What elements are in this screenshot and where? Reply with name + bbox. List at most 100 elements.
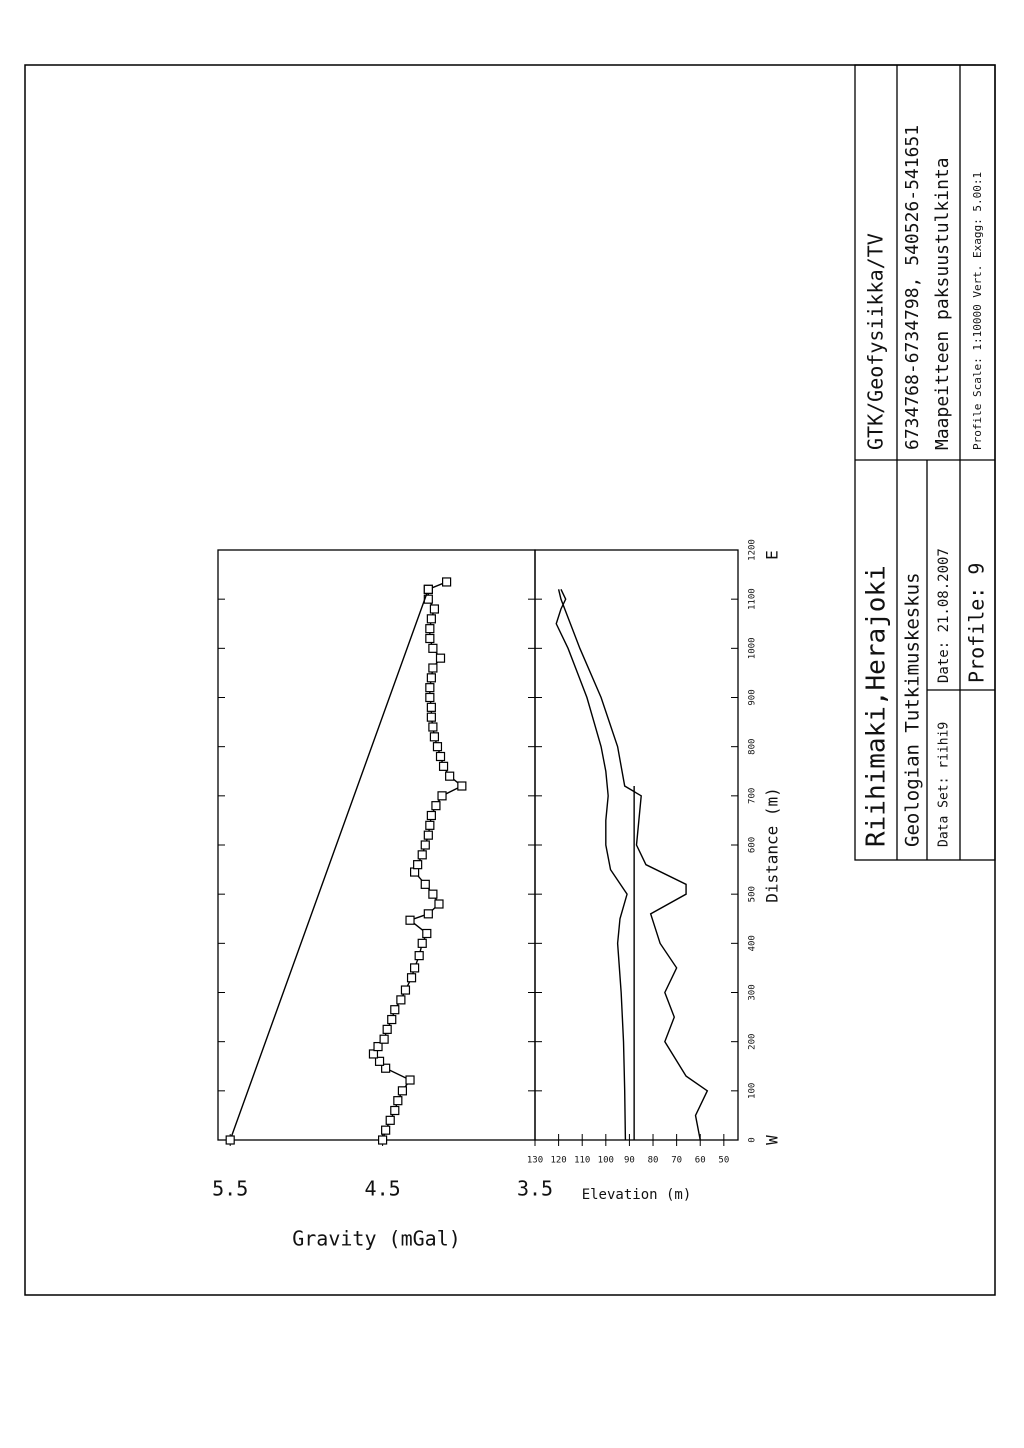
series-line — [229, 589, 429, 1141]
data-point — [373, 1041, 383, 1052]
x-tick-label: 500 — [748, 886, 758, 902]
scale: Profile Scale: 1:10000 Vert. Exagg: 5.00… — [971, 172, 984, 450]
data-point — [390, 1105, 400, 1116]
data-point — [413, 860, 423, 870]
data-point — [422, 928, 432, 939]
organization: Geologian Tutkimuskeskus — [902, 572, 924, 847]
data-point — [396, 995, 406, 1005]
data-point — [429, 604, 440, 614]
y-tick-label: 130 — [527, 1156, 543, 1166]
x-tick-label: 600 — [748, 837, 758, 853]
data-point — [381, 1063, 391, 1073]
y-tick-label: 110 — [574, 1156, 590, 1166]
data-point — [387, 1014, 397, 1025]
x-tick-label: 900 — [748, 689, 758, 705]
data-point — [385, 1115, 395, 1125]
sheet: Riihimaki,Herajoki Geologian Tutkimuskes… — [24, 64, 996, 1296]
data-point — [405, 1075, 415, 1085]
y-axis-label: Gravity (mGal) — [292, 1227, 461, 1251]
data-point — [428, 889, 438, 899]
y-tick-label: 50 — [718, 1156, 729, 1166]
data-point — [414, 951, 424, 961]
y-tick-label: 100 — [598, 1156, 614, 1166]
data-point — [435, 653, 446, 663]
data-point — [445, 771, 455, 781]
series-line — [557, 589, 709, 1141]
x-axis-label: Distance (m) — [763, 787, 782, 903]
data-point — [428, 643, 438, 653]
data-point — [428, 663, 438, 673]
data-point — [410, 963, 420, 973]
coordinates: 6734768-6734798, 540526-541651 — [902, 125, 923, 450]
profile: Profile: 9 — [965, 563, 989, 683]
x-tick-label: 300 — [748, 984, 758, 1000]
data-point — [442, 577, 452, 587]
data-point — [426, 712, 436, 722]
data-point — [434, 899, 444, 909]
data-point — [397, 1086, 408, 1096]
date: Date: 21.08.2007 — [936, 548, 952, 683]
data-point — [425, 820, 435, 830]
x-tick-label: 800 — [748, 739, 758, 755]
x-tick-label: 1100 — [748, 588, 758, 610]
data-point — [426, 673, 436, 683]
data-point — [425, 683, 435, 693]
x-tick-label: 100 — [748, 1083, 758, 1099]
axis-end: E — [763, 550, 782, 560]
data-point — [423, 584, 433, 594]
y-tick-label: 90 — [624, 1156, 635, 1166]
data-point — [417, 938, 427, 948]
y-tick-label: 3.5 — [517, 1177, 553, 1201]
axis-end: W — [763, 1135, 782, 1145]
y-tick-label: 60 — [695, 1156, 706, 1166]
data-point — [429, 732, 440, 742]
y-axis-label: Elevation (m) — [582, 1187, 692, 1203]
data-point — [431, 801, 441, 811]
data-point — [381, 1125, 391, 1135]
department: GTK/Geofysiikka/TV — [864, 233, 888, 450]
data-point — [435, 751, 446, 762]
x-tick-label: 1200 — [748, 539, 758, 561]
description: Maapeitteen paksuustulkinta — [932, 157, 953, 450]
data-point — [425, 633, 435, 644]
data-point — [423, 830, 433, 840]
location: Riihimaki,Herajoki — [862, 565, 892, 847]
data-point — [379, 1034, 389, 1044]
data-point — [405, 915, 415, 925]
x-tick-label: 1000 — [748, 637, 758, 659]
data-point — [400, 985, 411, 995]
data-point — [457, 781, 467, 791]
data-point — [390, 1005, 400, 1015]
data-point — [225, 1135, 235, 1145]
x-tick-label: 0 — [748, 1137, 758, 1142]
data-point — [377, 1135, 388, 1145]
data-point — [423, 909, 433, 919]
data-point — [417, 850, 427, 860]
x-tick-label: 400 — [748, 935, 758, 951]
data-point — [425, 624, 435, 634]
data-point — [426, 810, 436, 821]
y-tick-label: 5.5 — [212, 1177, 248, 1201]
x-tick-label: 200 — [748, 1034, 758, 1050]
data-point — [437, 791, 447, 801]
data-point — [438, 761, 449, 771]
data-point — [382, 1024, 392, 1034]
data-point — [425, 692, 435, 703]
y-tick-label: 70 — [671, 1156, 682, 1166]
data-point — [393, 1096, 403, 1106]
y-tick-label: 80 — [648, 1156, 659, 1166]
data-point — [374, 1056, 385, 1066]
data-set: Data Set: riihi9 — [937, 722, 952, 847]
data-point — [426, 702, 436, 712]
series-line — [555, 589, 628, 1141]
y-tick-label: 120 — [550, 1156, 566, 1166]
y-tick-label: 4.5 — [365, 1177, 401, 1201]
data-point — [406, 973, 417, 983]
data-point — [428, 722, 438, 732]
data-point — [420, 879, 430, 889]
data-point — [420, 840, 430, 850]
title-block-lines — [854, 64, 996, 861]
data-point — [426, 614, 436, 624]
